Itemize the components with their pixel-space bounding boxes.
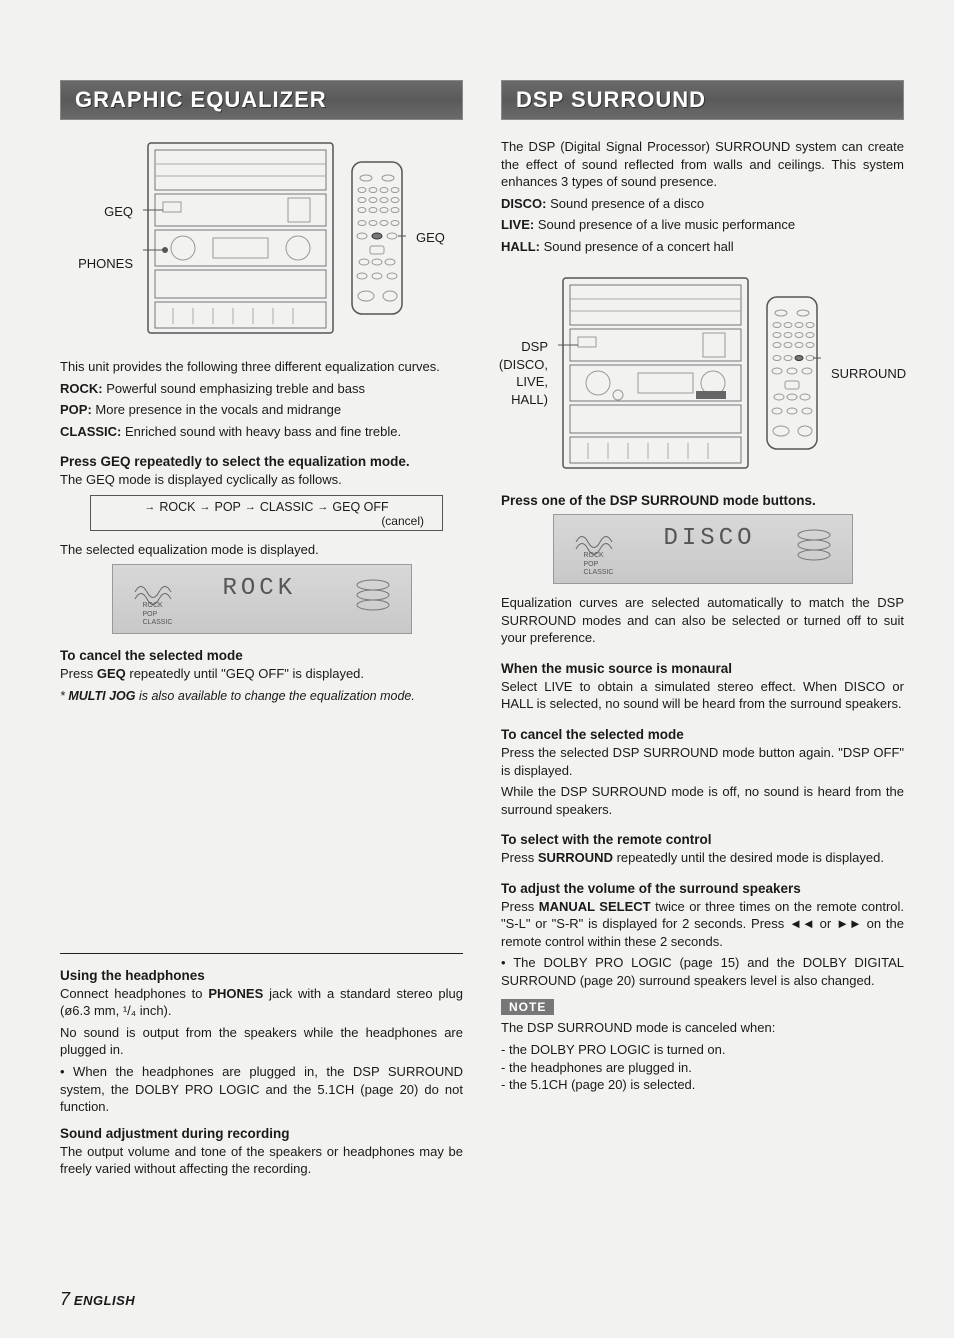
cancel-title: To cancel the selected mode <box>60 648 463 663</box>
headphones-title: Using the headphones <box>60 968 463 983</box>
headphones-body: Connect headphones to PHONES jack with a… <box>60 985 463 1020</box>
press-geq-title: Press GEQ repeatedly to select the equal… <box>60 454 463 469</box>
mode-disco: DISCO: Sound presence of a disco <box>501 195 904 213</box>
recording-title: Sound adjustment during recording <box>60 1126 463 1141</box>
dsp-intro-block: The DSP (Digital Signal Processor) SURRO… <box>501 138 904 255</box>
monaural-title: When the music source is monaural <box>501 661 904 676</box>
label-remote-surround: SURROUND <box>831 365 906 383</box>
dsp-intro: The DSP (Digital Signal Processor) SURRO… <box>501 138 904 191</box>
divider <box>60 953 463 954</box>
dsp-cancel-title: To cancel the selected mode <box>501 727 904 742</box>
press-dsp-title: Press one of the DSP SURROUND mode butto… <box>501 493 904 508</box>
mode-live: LIVE: Sound presence of a live music per… <box>501 216 904 234</box>
page-footer: 7 ENGLISH <box>60 1289 135 1310</box>
volume-bullet-list: The DOLBY PRO LOGIC (page 15) and the DO… <box>501 954 904 989</box>
section-header-dsp: DSP SURROUND <box>501 80 904 120</box>
stereo-unit-icon <box>143 138 338 338</box>
label-remote-geq: GEQ <box>416 229 445 247</box>
dsp-cancel-body2: While the DSP SURROUND mode is off, no s… <box>501 783 904 818</box>
headphones-bullet-list: When the headphones are plugged in, the … <box>60 1063 463 1116</box>
eq-auto: Equalization curves are selected automat… <box>501 594 904 647</box>
label-dsp: DSP (DISCO, LIVE, HALL) <box>499 338 548 408</box>
volume-title: To adjust the volume of the surround spe… <box>501 881 904 896</box>
dsp-cancel-body1: Press the selected DSP SURROUND mode but… <box>501 744 904 779</box>
mode-rock: ROCK: Powerful sound emphasizing treble … <box>60 380 463 398</box>
label-geq: GEQ <box>104 203 133 221</box>
headphones-note: No sound is output from the speakers whi… <box>60 1024 463 1059</box>
note-list: the DOLBY PRO LOGIC is turned on. the he… <box>501 1041 904 1094</box>
cancel-body: Press GEQ repeatedly until "GEQ OFF" is … <box>60 665 463 683</box>
remote-title: To select with the remote control <box>501 832 904 847</box>
multi-jog-note: * MULTI JOG is also available to change … <box>60 689 463 703</box>
press-geq-sub: The GEQ mode is displayed cyclically as … <box>60 471 463 489</box>
cycle-diagram: →ROCK →POP →CLASSIC →GEQ OFF (cancel) <box>90 495 443 531</box>
dsp-diagram: DSP (DISCO, LIVE, HALL) <box>501 273 904 473</box>
volume-body: Press MANUAL SELECT twice or three times… <box>501 898 904 951</box>
section-header-geq: GRAPHIC EQUALIZER <box>60 80 463 120</box>
recording-body: The output volume and tone of the speake… <box>60 1143 463 1178</box>
label-phones: PHONES <box>78 255 133 273</box>
selected-displayed: The selected equalization mode is displa… <box>60 541 463 559</box>
remote-control-icon <box>348 158 406 318</box>
remote-body: Press SURROUND repeatedly until the desi… <box>501 849 904 867</box>
remote-control-icon <box>763 293 821 453</box>
note-badge: NOTE <box>501 999 554 1015</box>
note-intro: The DSP SURROUND mode is canceled when: <box>501 1019 904 1037</box>
geq-intro: This unit provides the following three d… <box>60 358 463 376</box>
stereo-unit-icon <box>558 273 753 473</box>
mode-hall: HALL: Sound presence of a concert hall <box>501 238 904 256</box>
lcd-display-rock: ROCK ROCK POP CLASSIC <box>112 564 412 634</box>
lcd-display-disco: DISCO ROCK POP CLASSIC <box>553 514 853 584</box>
graphic-equalizer-section: GRAPHIC EQUALIZER GEQ PHONES <box>60 80 463 1182</box>
geq-diagram: GEQ PHONES <box>60 138 463 338</box>
geq-intro-block: This unit provides the following three d… <box>60 358 463 440</box>
mode-pop: POP: More presence in the vocals and mid… <box>60 401 463 419</box>
mode-classic: CLASSIC: Enriched sound with heavy bass … <box>60 423 463 441</box>
dsp-surround-section: DSP SURROUND The DSP (Digital Signal Pro… <box>501 80 904 1182</box>
monaural-body: Select LIVE to obtain a simulated stereo… <box>501 678 904 713</box>
